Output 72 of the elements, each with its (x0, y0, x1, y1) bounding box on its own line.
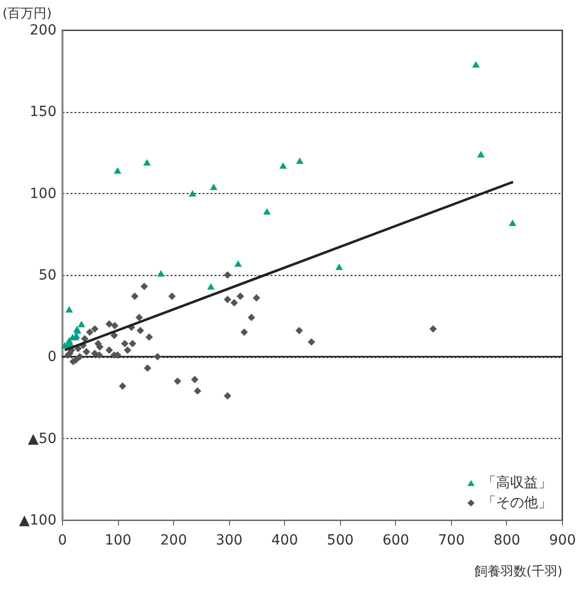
x-tick-label: 500 (326, 532, 354, 548)
point (234, 260, 242, 267)
point (82, 348, 90, 356)
x-axis-title: 飼養羽数(千羽) (474, 564, 562, 580)
point (81, 334, 88, 342)
point (210, 184, 218, 190)
x-tick-label: 0 (58, 532, 67, 548)
point (128, 340, 136, 348)
point (477, 150, 485, 158)
point (472, 61, 480, 68)
y-tick-label: 0 (48, 349, 56, 366)
point (191, 376, 198, 384)
point (106, 346, 113, 354)
point (263, 208, 271, 215)
point (252, 294, 260, 302)
y-axis-title: (百万円) (2, 6, 52, 22)
point (224, 271, 232, 279)
x-tick-label: 400 (271, 532, 298, 548)
point (110, 332, 118, 340)
point (96, 351, 103, 359)
point (224, 296, 232, 304)
point (111, 322, 118, 330)
point (336, 264, 343, 270)
point (230, 299, 238, 306)
point (136, 314, 143, 322)
point (279, 162, 287, 169)
point (154, 352, 162, 360)
x-tick-label: 300 (216, 532, 243, 548)
point (144, 364, 152, 372)
x-tick-label: 900 (549, 532, 576, 548)
point (248, 314, 256, 322)
point (429, 325, 437, 333)
point (296, 157, 304, 164)
point (121, 340, 128, 348)
x-tick-label: 100 (104, 532, 132, 548)
point (91, 325, 98, 333)
point (157, 270, 165, 277)
point (174, 377, 182, 385)
point (146, 333, 153, 341)
legend-label: 「その他」 (482, 495, 552, 511)
y-tick-label: 50 (38, 268, 56, 284)
x-tick-label: 600 (382, 532, 410, 548)
point (131, 292, 138, 300)
x-tick-label: 800 (494, 532, 520, 548)
point (76, 352, 84, 360)
y-tick-label: ▲100 (19, 512, 56, 528)
point (91, 350, 98, 358)
point (236, 292, 244, 300)
point (124, 346, 132, 354)
y-tick-label: 100 (30, 186, 56, 202)
point (207, 283, 215, 290)
y-tick-label: 150 (30, 104, 56, 120)
point (296, 326, 303, 334)
y-tick-label: 200 (30, 22, 56, 38)
x-tick-label: 200 (160, 532, 187, 548)
x-tick-label: 700 (438, 532, 465, 548)
point (140, 282, 148, 290)
point (224, 392, 232, 400)
point (66, 306, 73, 313)
point (194, 387, 202, 395)
point (308, 338, 316, 346)
y-tick-label: ▲50 (28, 430, 56, 447)
point (78, 320, 86, 328)
point (86, 328, 94, 336)
point (136, 326, 144, 334)
point (118, 382, 126, 390)
legend-label: 「高収益」 (482, 475, 552, 491)
point (143, 159, 151, 166)
point (508, 220, 516, 226)
point (240, 328, 248, 336)
point (114, 167, 122, 174)
point (188, 190, 196, 197)
